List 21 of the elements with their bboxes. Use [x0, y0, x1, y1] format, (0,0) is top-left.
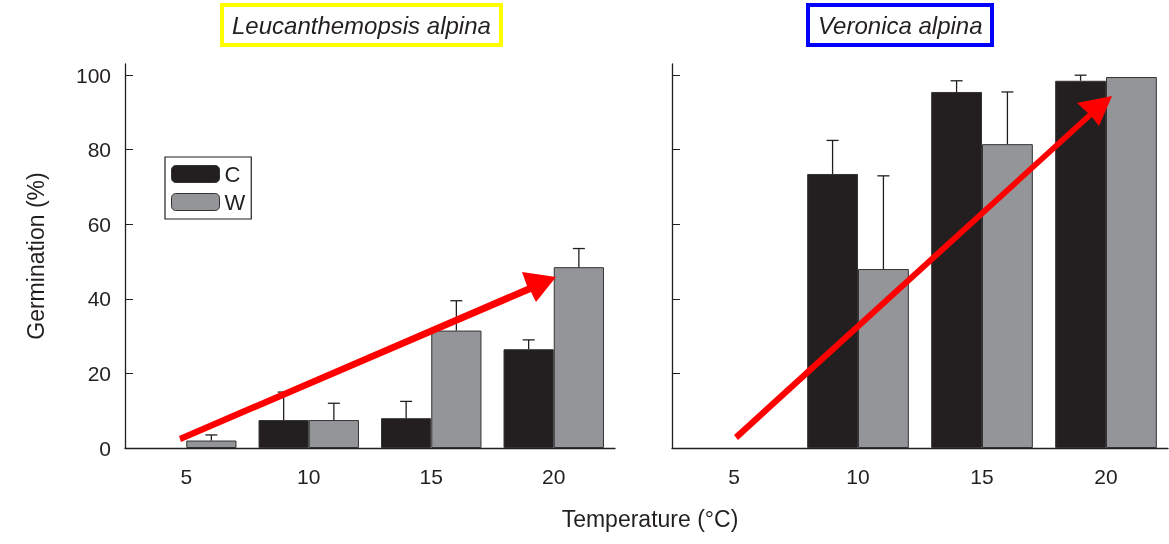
y-tick-label: 20	[87, 361, 111, 385]
x-tick-label: 20	[542, 465, 566, 488]
x-tick-label: 10	[846, 465, 870, 488]
y-tick-label: 60	[87, 212, 111, 236]
x-tick-label: 15	[419, 465, 443, 488]
x-tick-label: 15	[970, 465, 994, 488]
y-tick-label: 80	[87, 138, 111, 162]
chart-title: Veronica alpina	[818, 11, 983, 39]
legend-label: W	[224, 189, 246, 215]
bar	[186, 440, 237, 448]
x-axis-title: Temperature (°C)	[560, 506, 740, 533]
x-tick-label: 10	[297, 465, 321, 488]
x-tick-label: 20	[1094, 465, 1118, 488]
x-tick-label: 5	[180, 465, 193, 488]
y-tick-label: 0	[99, 436, 111, 460]
chart-title: Leucanthemopsis alpina	[232, 11, 491, 39]
y-tick-label: 100	[75, 63, 111, 87]
y-axis-title: Germination (%)	[22, 172, 49, 340]
x-tick-label: 5	[728, 465, 740, 488]
y-tick-label: 40	[87, 287, 111, 311]
legend-label: C	[224, 161, 241, 187]
